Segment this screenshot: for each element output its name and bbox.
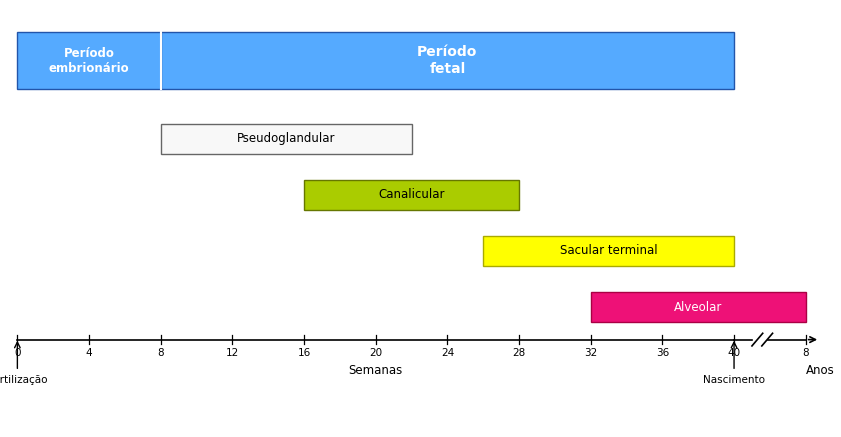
Text: 12: 12 <box>225 348 239 358</box>
Text: 8: 8 <box>802 348 809 358</box>
Text: Sacular terminal: Sacular terminal <box>560 244 658 257</box>
Text: Anos: Anos <box>806 364 834 377</box>
Text: Canalicular: Canalicular <box>378 188 445 201</box>
Text: Nascimento: Nascimento <box>703 375 765 385</box>
Text: 16: 16 <box>298 348 310 358</box>
Text: 0: 0 <box>14 348 21 358</box>
Text: 28: 28 <box>512 348 526 358</box>
Text: 4: 4 <box>86 348 93 358</box>
Text: Período
fetal: Período fetal <box>417 45 478 76</box>
Bar <box>304 180 519 210</box>
Text: 20: 20 <box>369 348 383 358</box>
Bar <box>161 32 734 89</box>
Text: Semanas: Semanas <box>348 364 403 377</box>
Text: 36: 36 <box>656 348 669 358</box>
Bar <box>161 124 411 153</box>
Text: 24: 24 <box>441 348 454 358</box>
Text: Período
embrionário: Período embrionário <box>49 46 130 75</box>
Bar <box>590 292 806 322</box>
Bar <box>484 236 734 266</box>
Text: 32: 32 <box>584 348 597 358</box>
Text: 40: 40 <box>727 348 741 358</box>
Text: Fertilização: Fertilização <box>0 375 47 385</box>
Text: Pseudoglandular: Pseudoglandular <box>237 132 336 145</box>
Text: Alveolar: Alveolar <box>674 301 722 314</box>
Bar <box>18 32 161 89</box>
Text: 8: 8 <box>157 348 164 358</box>
